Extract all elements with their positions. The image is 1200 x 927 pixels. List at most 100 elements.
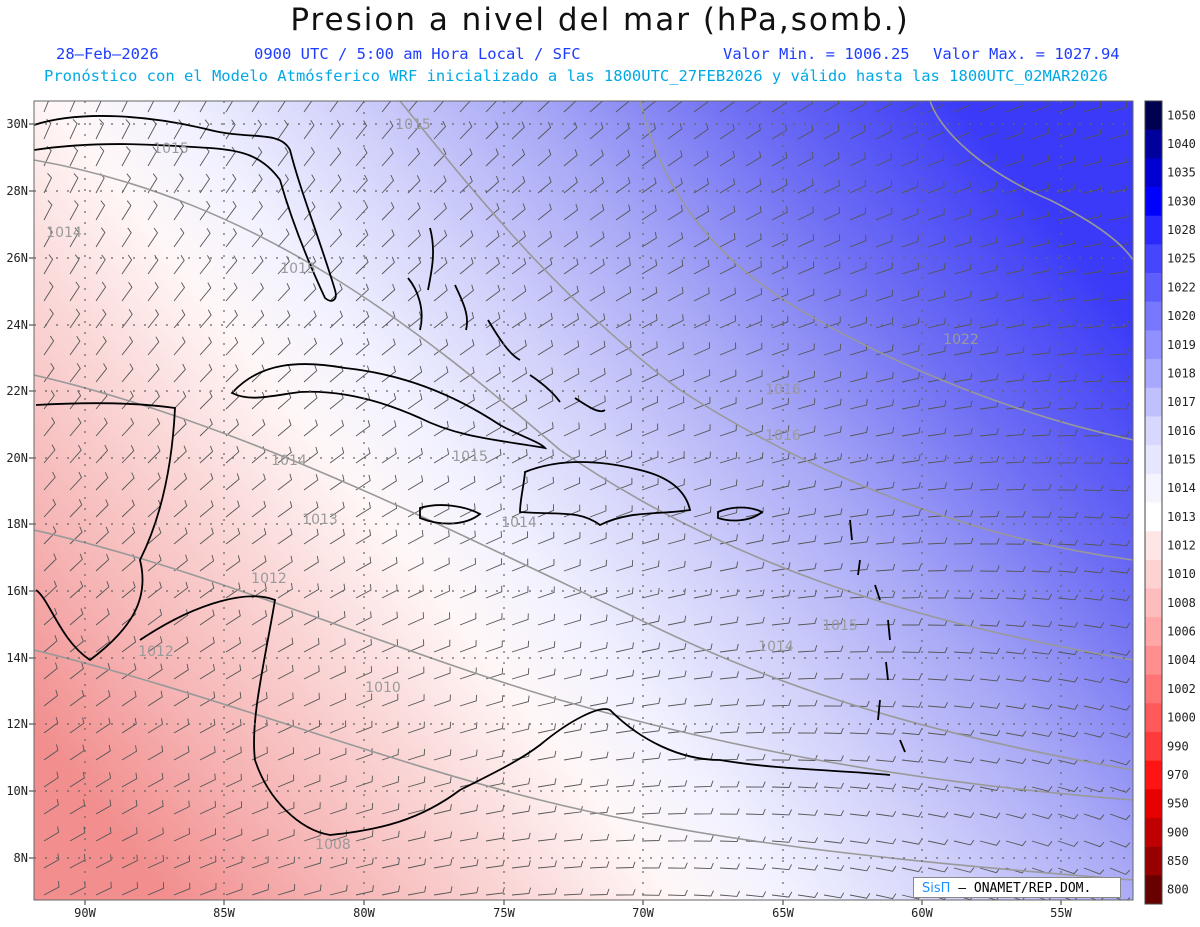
- wind-barb: [979, 236, 998, 248]
- wind-barb: [329, 665, 346, 680]
- contour-label: 1014: [758, 639, 794, 655]
- wind-barb: [173, 146, 184, 167]
- wind-barb: [901, 481, 921, 491]
- wind-barb: [147, 581, 162, 599]
- wind-barb: [927, 208, 945, 221]
- wind-barb: [355, 529, 372, 545]
- wind-barb: [953, 236, 972, 248]
- wind-barb: [667, 101, 683, 113]
- wind-barb: [641, 779, 662, 788]
- wind-barb: [667, 862, 688, 869]
- wind-barb: [303, 174, 316, 194]
- wind-barb: [1031, 401, 1052, 410]
- wind-barb: [95, 363, 108, 383]
- wind-barb: [485, 887, 505, 896]
- wind-barb: [95, 390, 108, 410]
- wind-barb: [589, 724, 609, 734]
- wind-barb: [927, 372, 947, 383]
- wind-barb: [1005, 101, 1023, 113]
- wind-barb: [225, 500, 240, 518]
- wind-barb: [589, 204, 605, 221]
- wind-barb: [69, 580, 84, 599]
- wind-barb: [927, 427, 947, 437]
- wind-barb: [173, 101, 181, 113]
- wind-barb: [849, 810, 871, 817]
- wind-barb: [329, 583, 346, 599]
- wind-barb: [355, 310, 370, 329]
- wind-barb: [277, 473, 293, 491]
- colorbar-swatch: [1145, 531, 1162, 561]
- wind-barb: [1057, 237, 1077, 248]
- wind-barb: [771, 452, 790, 464]
- wind-barb: [927, 181, 945, 194]
- wind-barb: [823, 289, 841, 302]
- wind-barb: [901, 290, 920, 302]
- wind-barb: [485, 230, 500, 248]
- wind-barb: [251, 719, 268, 734]
- wind-barb: [121, 173, 132, 194]
- wind-barb: [433, 366, 449, 383]
- wind-barb: [511, 640, 530, 653]
- wind-barb: [563, 101, 577, 113]
- wind-barb: [69, 101, 76, 113]
- wind-barb: [381, 283, 396, 302]
- wind-barb: [407, 639, 425, 653]
- wind-barb: [667, 643, 687, 653]
- wind-barb: [251, 282, 264, 302]
- wind-barb: [771, 124, 788, 140]
- wind-barb: [511, 668, 530, 680]
- colorbar-swatch: [1145, 731, 1162, 761]
- graticule: [34, 101, 1133, 900]
- wind-barb: [225, 418, 240, 437]
- wind-barb: [199, 445, 214, 464]
- wind-barb: [1057, 347, 1077, 356]
- lon-label: 85W: [213, 906, 235, 920]
- wind-barb: [1031, 182, 1050, 194]
- wind-barb: [693, 178, 709, 194]
- wind-barb: [953, 565, 974, 572]
- wind-barb: [147, 200, 158, 221]
- colorbar-swatch: [1145, 330, 1162, 360]
- wind-barb: [667, 533, 686, 545]
- wind-barb: [381, 885, 401, 896]
- wind-barb: [199, 101, 207, 113]
- wind-barb: [121, 690, 137, 707]
- wind-barb: [771, 534, 791, 545]
- wind-barb: [797, 124, 814, 140]
- wind-barb: [199, 228, 211, 248]
- wind-barb: [43, 826, 60, 842]
- wind-barb: [69, 173, 79, 194]
- colorbar-label: 800: [1167, 883, 1189, 897]
- colorbar-label: 1018: [1167, 366, 1196, 380]
- wind-barb: [95, 118, 105, 140]
- wind-barb: [1005, 346, 1025, 356]
- wind-barb: [485, 832, 505, 842]
- wind-barb: [381, 174, 395, 194]
- wind-barb: [693, 670, 713, 680]
- wind-barb: [953, 510, 974, 518]
- wind-barb: [329, 775, 347, 788]
- wind-barb: [1031, 346, 1051, 356]
- wind-barb: [407, 529, 424, 545]
- wind-barb: [407, 284, 422, 302]
- wind-barb: [433, 257, 448, 275]
- wind-barb: [537, 149, 552, 167]
- wind-barb: [277, 637, 294, 653]
- wind-barb: [1057, 539, 1078, 546]
- wind-barb: [589, 231, 605, 248]
- wind-barb: [1031, 319, 1051, 329]
- wind-barb: [173, 445, 187, 464]
- contour-label: 1015: [280, 261, 316, 277]
- wind-barb: [303, 474, 319, 491]
- wind-barb: [251, 310, 265, 329]
- wind-barb: [927, 866, 949, 873]
- colorbar-label: 1025: [1167, 252, 1196, 266]
- wind-barb: [43, 716, 59, 734]
- wind-barb: [95, 772, 112, 788]
- yucatan-coast: [35, 402, 176, 662]
- wind-barb: [563, 614, 582, 626]
- wind-barb: [1057, 676, 1079, 683]
- wind-barb: [251, 255, 264, 275]
- colorbar-label: 1015: [1167, 453, 1196, 467]
- wind-barb: [1005, 813, 1027, 819]
